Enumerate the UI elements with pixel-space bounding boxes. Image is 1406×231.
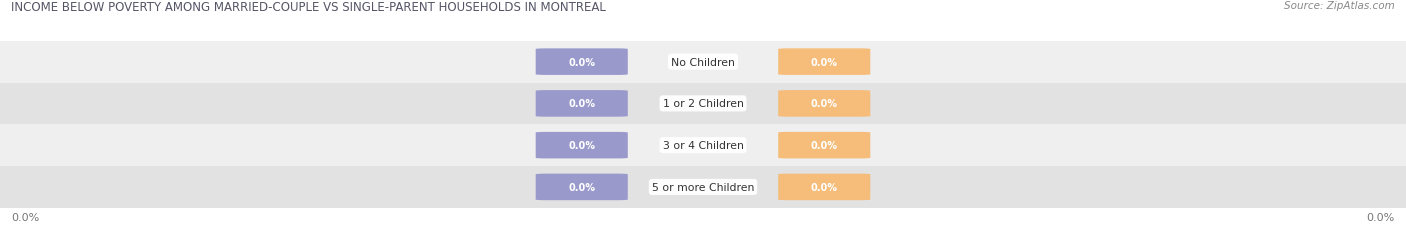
Text: 0.0%: 0.0%: [811, 57, 838, 67]
Text: 0.0%: 0.0%: [811, 99, 838, 109]
FancyBboxPatch shape: [536, 132, 627, 159]
Bar: [0, 83, 1406, 125]
Text: 0.0%: 0.0%: [568, 182, 595, 192]
Text: 1 or 2 Children: 1 or 2 Children: [662, 99, 744, 109]
FancyBboxPatch shape: [536, 49, 627, 76]
Text: 0.0%: 0.0%: [11, 213, 39, 222]
Bar: [0, 125, 1406, 166]
Bar: [0, 166, 1406, 208]
FancyBboxPatch shape: [779, 91, 870, 117]
Text: No Children: No Children: [671, 57, 735, 67]
Text: 0.0%: 0.0%: [811, 182, 838, 192]
FancyBboxPatch shape: [779, 174, 870, 200]
Text: 0.0%: 0.0%: [811, 140, 838, 151]
Bar: [0, 42, 1406, 83]
Text: 0.0%: 0.0%: [1367, 213, 1395, 222]
Text: 0.0%: 0.0%: [568, 140, 595, 151]
Text: 0.0%: 0.0%: [568, 99, 595, 109]
Text: Source: ZipAtlas.com: Source: ZipAtlas.com: [1284, 1, 1395, 11]
FancyBboxPatch shape: [536, 91, 627, 117]
Text: 3 or 4 Children: 3 or 4 Children: [662, 140, 744, 151]
FancyBboxPatch shape: [779, 132, 870, 159]
FancyBboxPatch shape: [779, 49, 870, 76]
Text: 5 or more Children: 5 or more Children: [652, 182, 754, 192]
Text: 0.0%: 0.0%: [568, 57, 595, 67]
FancyBboxPatch shape: [536, 174, 627, 200]
Text: INCOME BELOW POVERTY AMONG MARRIED-COUPLE VS SINGLE-PARENT HOUSEHOLDS IN MONTREA: INCOME BELOW POVERTY AMONG MARRIED-COUPL…: [11, 1, 606, 14]
